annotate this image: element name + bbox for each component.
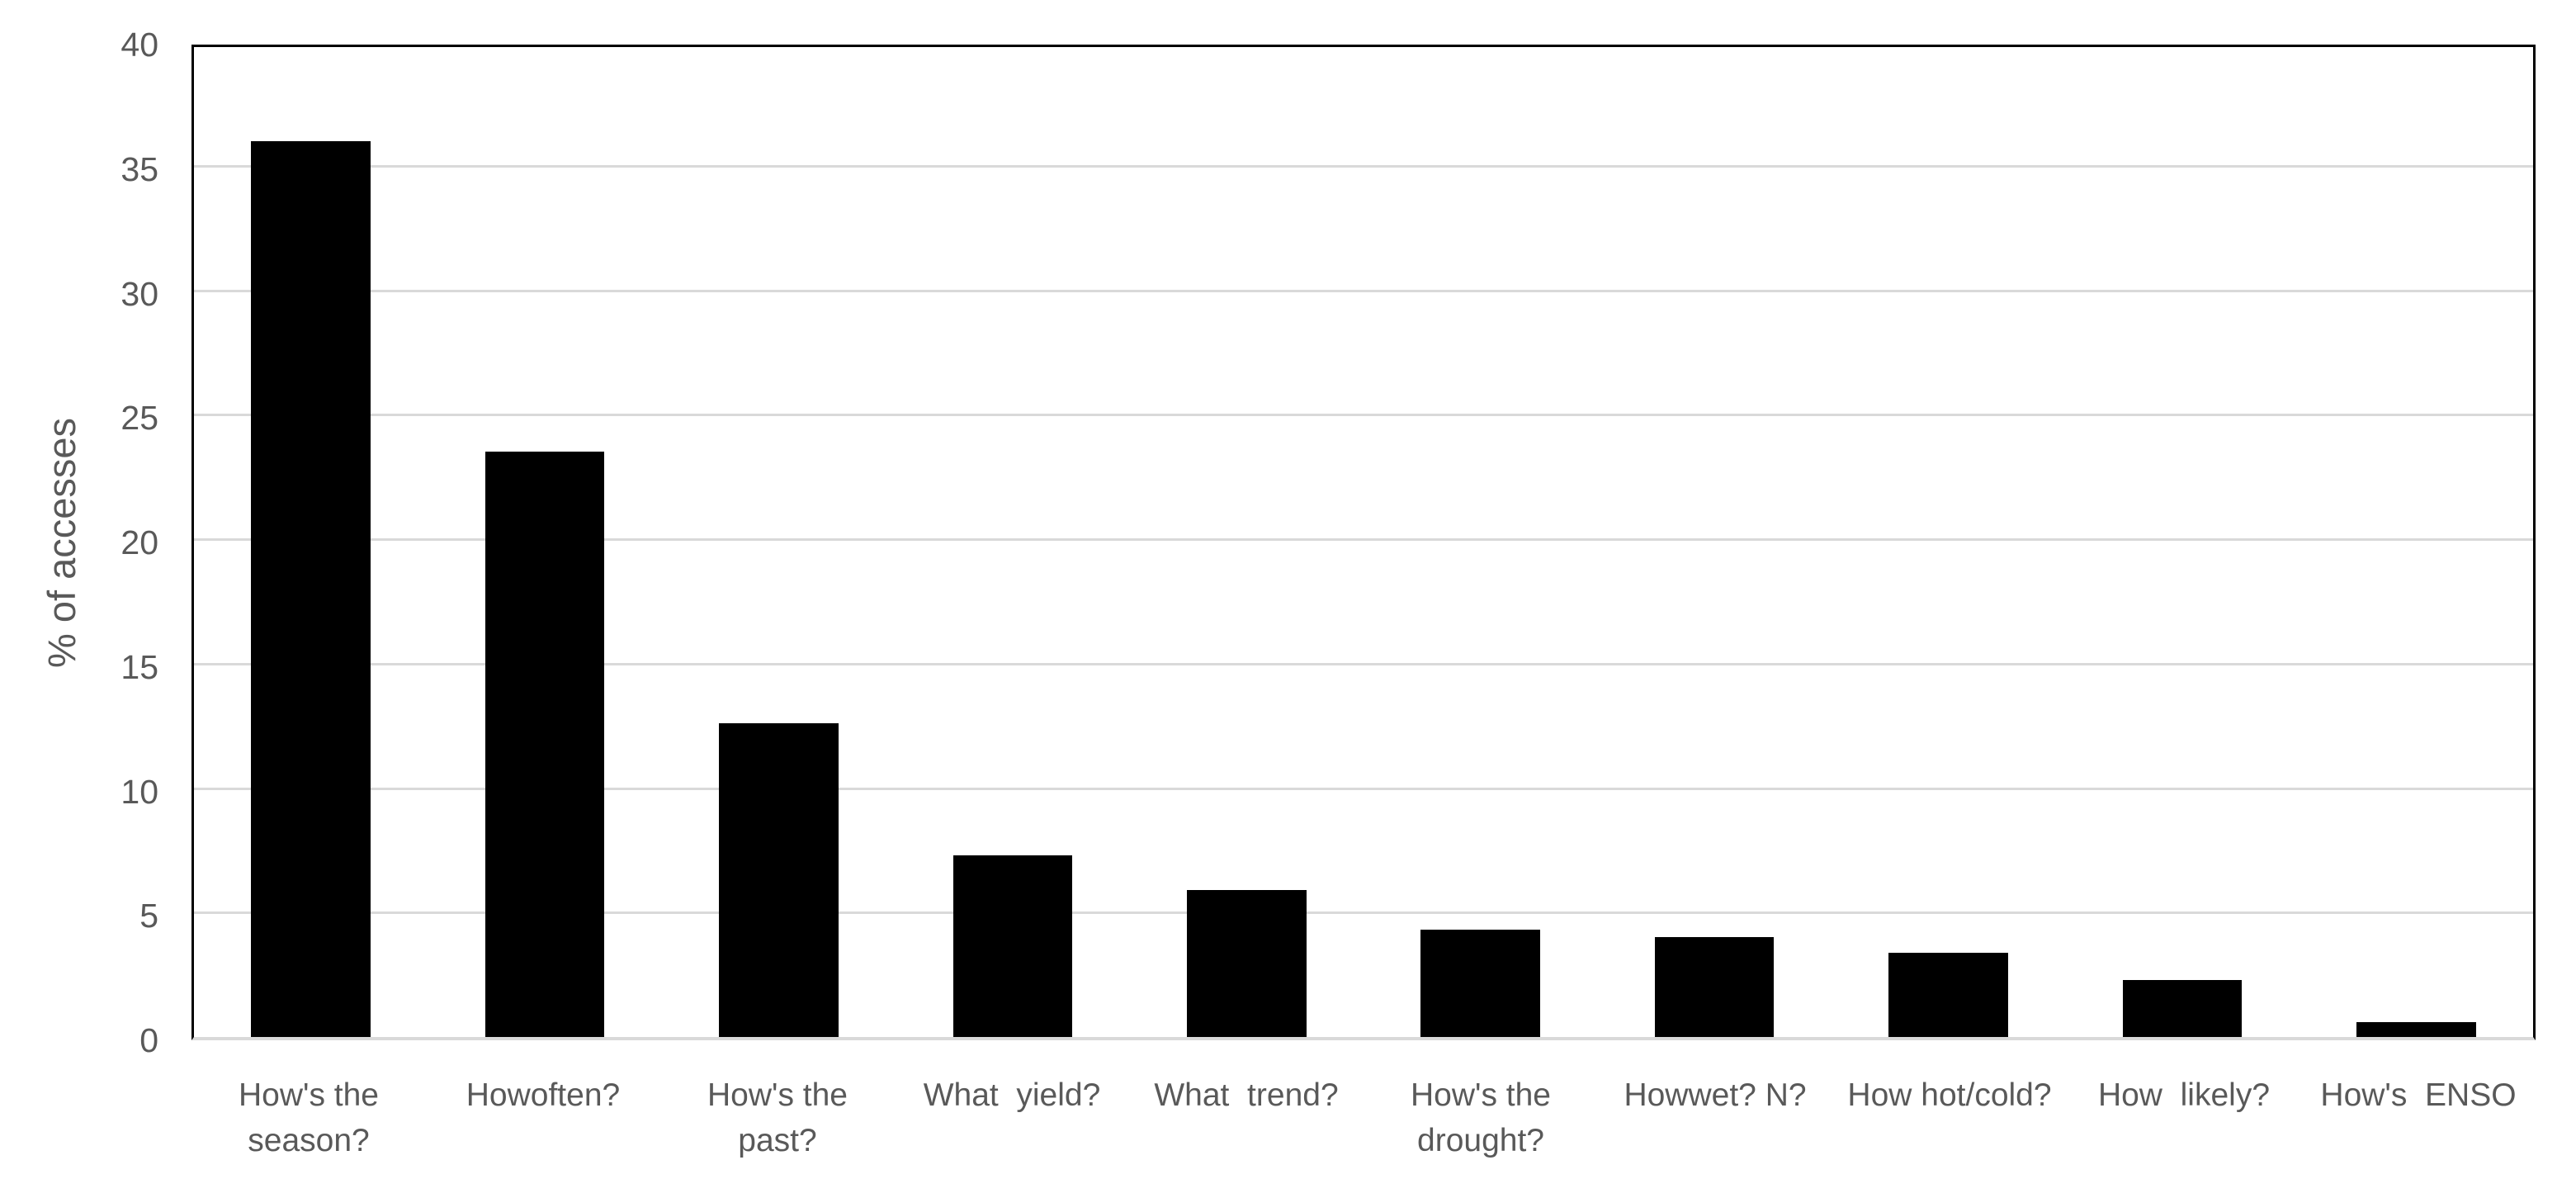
- bar-0: [251, 140, 371, 1037]
- y-tick-label-5: 5: [139, 897, 158, 935]
- y-tick-label-25: 25: [121, 399, 158, 438]
- x-category-label-4: What trend?: [1154, 1077, 1339, 1113]
- bar-8: [2122, 979, 2243, 1037]
- gridline-10: [194, 787, 2533, 790]
- bars-layer: [194, 47, 2533, 1037]
- gridlines-layer: [194, 47, 2533, 1037]
- bar-slot-2: [662, 47, 896, 1037]
- y-tick-label-15: 15: [121, 647, 158, 686]
- x-category-label-3: What yield?: [923, 1077, 1101, 1113]
- gridline-25: [194, 414, 2533, 417]
- y-axis-labels: 0 5 10 15 20 25 30 35 40: [0, 26, 158, 1059]
- y-tick-label-40: 40: [121, 26, 158, 64]
- y-tick-label-10: 10: [121, 772, 158, 811]
- bar-4: [1187, 890, 1307, 1037]
- x-category-label-9: How's ENSO: [2320, 1077, 2517, 1113]
- bar-6: [1654, 937, 1775, 1037]
- x-category-label-8: How likely?: [2097, 1077, 2271, 1113]
- y-tick-label-30: 30: [121, 274, 158, 313]
- y-tick-label-35: 35: [121, 149, 158, 188]
- bar-1: [484, 452, 605, 1037]
- bar-9: [2356, 1021, 2476, 1037]
- bar-slot-5: [1364, 47, 1597, 1037]
- y-tick-label-0: 0: [139, 1021, 158, 1059]
- bar-slot-7: [1832, 47, 2065, 1037]
- bar-slot-1: [428, 47, 661, 1037]
- bar-2: [719, 723, 839, 1037]
- bar-5: [1420, 930, 1540, 1037]
- gridline-35: [194, 164, 2533, 168]
- gridline-15: [194, 662, 2533, 665]
- y-tick-label-20: 20: [121, 523, 158, 561]
- x-category-label-2: How's the past?: [707, 1077, 848, 1158]
- x-category-label-7: How hot/cold?: [1847, 1077, 2052, 1113]
- x-category-label-5: How's the drought?: [1410, 1077, 1551, 1158]
- x-category-label-0: How's the season?: [238, 1077, 379, 1158]
- bar-slot-8: [2065, 47, 2299, 1037]
- bar-slot-0: [194, 47, 428, 1037]
- bar-7: [1888, 952, 2008, 1037]
- x-category-label-6: Howwet? N?: [1624, 1077, 1807, 1113]
- gridline-30: [194, 289, 2533, 292]
- x-axis-labels: How's the season? Howoften? How's the past…: [191, 1042, 2536, 1163]
- bar-slot-3: [896, 47, 1129, 1037]
- bar-3: [952, 855, 1073, 1037]
- x-category-label-1: Howoften?: [466, 1077, 621, 1113]
- bar-slot-4: [1130, 47, 1364, 1037]
- bar-slot-9: [2299, 47, 2533, 1037]
- gridline-20: [194, 538, 2533, 541]
- gridline-5: [194, 911, 2533, 915]
- bar-slot-6: [1597, 47, 1831, 1037]
- plot-area: [191, 45, 2536, 1040]
